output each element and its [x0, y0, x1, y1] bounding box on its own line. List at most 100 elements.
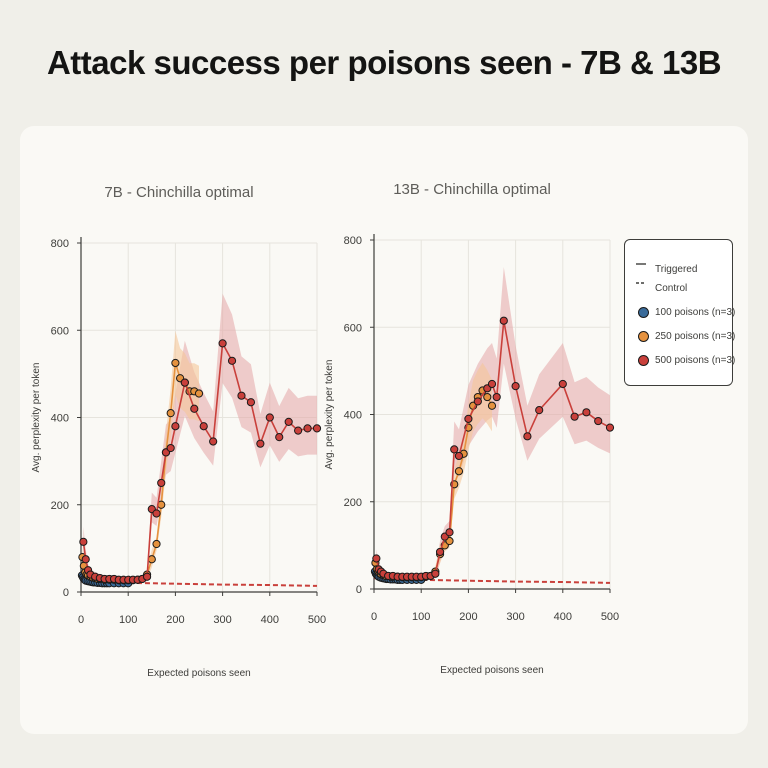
y-axis-label: Avg. perplexity per token	[31, 363, 42, 473]
y-tick-label: 0	[63, 587, 69, 599]
series-500-point	[523, 432, 532, 441]
control-line	[373, 577, 611, 584]
series-500-point	[227, 356, 237, 365]
series-500-point	[303, 424, 312, 433]
chart-13b: 0 100 200 300 400 500 0 200 400 600 800 13B - Chinc…	[324, 181, 619, 676]
band-500	[83, 293, 317, 584]
series-250-point	[454, 467, 464, 476]
series-500-point	[275, 433, 284, 442]
series-500-point	[487, 379, 497, 389]
series-500-point	[265, 413, 274, 422]
series-500-point	[157, 478, 166, 488]
x-axis-label: Expected poisons seen	[440, 665, 543, 676]
x-tick-label: 200	[459, 611, 477, 623]
series-500-point	[209, 437, 218, 446]
series-500-point	[454, 451, 464, 461]
x-tick-label: 0	[371, 611, 377, 623]
legend: Triggered Control 100 poisons (n=3) 250 …	[624, 239, 735, 386]
chart-title: 13B - Chinchilla optimal	[393, 181, 551, 198]
series-500-point	[256, 439, 265, 448]
series-500-point	[435, 547, 445, 557]
series-250-point	[487, 401, 497, 410]
series-500-point	[79, 537, 88, 546]
series-500-point	[180, 378, 189, 387]
control-line	[80, 580, 318, 587]
x-tick-label: 300	[213, 614, 231, 626]
y-tick-label: 400	[344, 410, 362, 422]
x-tick-label: 500	[308, 614, 326, 626]
legend-triggered-label: Triggered	[655, 263, 698, 275]
legend-control-label: Control	[655, 282, 688, 294]
series-250-point	[166, 409, 175, 418]
series-500-point	[199, 422, 208, 431]
series-500-point	[431, 569, 440, 578]
series-500-point	[171, 422, 180, 431]
series-500-point	[246, 398, 256, 407]
series-500-point	[294, 426, 303, 435]
series-250-point	[171, 358, 180, 368]
x-tick-label: 200	[166, 614, 184, 626]
series-500-point	[464, 414, 473, 423]
series-250-point	[147, 555, 156, 564]
x-tick-label: 0	[78, 614, 84, 626]
series-500-point	[499, 316, 508, 325]
legend-control: Control	[635, 281, 687, 295]
legend-500-label: 500 poisons (n=3)	[655, 354, 736, 366]
y-tick-label: 200	[51, 500, 69, 512]
series-500-point	[445, 528, 454, 537]
red-dot-icon	[637, 354, 649, 366]
series-500-point	[152, 509, 161, 518]
y-tick-label: 400	[51, 413, 69, 425]
series-250-point	[194, 389, 204, 398]
series-250-point	[152, 539, 161, 549]
series-500-point	[558, 379, 567, 389]
x-tick-label: 400	[261, 614, 279, 626]
series-500-point	[511, 382, 520, 391]
legend-250-label: 250 poisons (n=3)	[655, 330, 736, 342]
y-tick-label: 0	[356, 584, 362, 596]
series-500-point	[582, 408, 591, 417]
page-title: Attack success per poisons seen - 7B & 1…	[46, 44, 722, 81]
series-500-point	[605, 423, 615, 432]
chart-title: 7B - Chinchilla optimal	[104, 184, 253, 201]
chart-card	[20, 126, 748, 734]
band-500	[376, 267, 610, 581]
legend-100-poisons: 100 poisons (n=3)	[635, 305, 735, 319]
series-500-point	[81, 555, 90, 564]
x-axis-label: Expected poisons seen	[147, 668, 250, 679]
series-500-line	[82, 340, 317, 581]
legend-500-poisons: 500 poisons (n=3)	[635, 353, 735, 367]
band-250	[82, 330, 199, 584]
legend-triggered: Triggered	[635, 262, 697, 276]
series-500-point	[535, 406, 544, 415]
series-500-point	[492, 392, 501, 402]
blue-dot-icon	[637, 306, 649, 318]
series-500-point	[284, 417, 293, 426]
series-500-point	[312, 424, 322, 433]
y-tick-label: 600	[51, 325, 69, 337]
x-tick-label: 300	[506, 611, 524, 623]
series-500-point	[450, 445, 459, 454]
x-tick-label: 500	[601, 611, 619, 623]
series-500-point	[570, 412, 579, 421]
orange-dot-icon	[637, 330, 649, 342]
series-500-point	[372, 554, 381, 563]
series-250-point	[483, 392, 492, 402]
x-tick-label: 100	[412, 611, 430, 623]
legend-250-poisons: 250 poisons (n=3)	[635, 329, 735, 343]
legend-100-label: 100 poisons (n=3)	[655, 306, 736, 318]
y-axis-label: Avg. perplexity per token	[324, 360, 335, 470]
series-500-point	[142, 572, 152, 581]
band-250	[375, 362, 492, 581]
series-500-point	[237, 391, 246, 400]
series-500-point	[473, 397, 482, 406]
series-500-point	[190, 404, 199, 413]
y-tick-label: 600	[344, 322, 362, 334]
series-500-point	[594, 416, 603, 426]
y-tick-label: 800	[51, 238, 69, 250]
y-tick-label: 800	[344, 235, 362, 247]
y-tick-label: 200	[344, 497, 362, 509]
x-tick-label: 400	[554, 611, 572, 623]
chart-7b: 0 100 200 300 400 500 0 200 400 600 800 7B - Chinch…	[31, 184, 326, 679]
